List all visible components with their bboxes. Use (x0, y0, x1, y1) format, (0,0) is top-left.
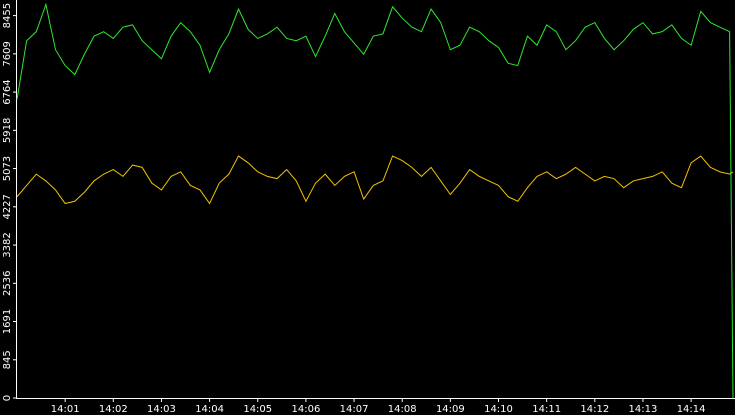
y-tick-label: 4227 (2, 194, 13, 219)
x-tick-label: 14:02 (99, 404, 128, 415)
x-tick-label: 14:13 (629, 404, 658, 415)
y-tick-label: 1691 (2, 309, 13, 334)
x-tick-label: 14:07 (340, 404, 369, 415)
series-line (16, 155, 734, 205)
y-tick-label: 2536 (2, 271, 13, 296)
x-tick-label: 14:05 (243, 404, 272, 415)
y-tick-label: 3382 (2, 232, 13, 257)
y-tick-label: 8455 (2, 3, 13, 28)
y-tick-label: 5073 (2, 156, 13, 181)
x-tick-label: 14:06 (291, 404, 320, 415)
x-tick-label: 14:01 (51, 404, 80, 415)
y-tick-label: 5918 (2, 118, 13, 143)
x-tick-label: 14:03 (147, 404, 176, 415)
x-tick-label: 14:09 (436, 404, 465, 415)
y-tick-label: 0 (2, 395, 13, 401)
y-tick-label: 7609 (2, 41, 13, 66)
x-tick-label: 14:12 (580, 404, 609, 415)
x-tick-label: 14:04 (195, 404, 224, 415)
y-tick-label: 6764 (2, 79, 13, 104)
x-tick-label: 14:08 (388, 404, 417, 415)
series-line (16, 2, 734, 399)
x-tick-label: 14:14 (677, 404, 706, 415)
y-tick-label: 845 (2, 350, 13, 369)
x-tick-label: 14:11 (532, 404, 561, 415)
x-tick-label: 14:10 (484, 404, 513, 415)
